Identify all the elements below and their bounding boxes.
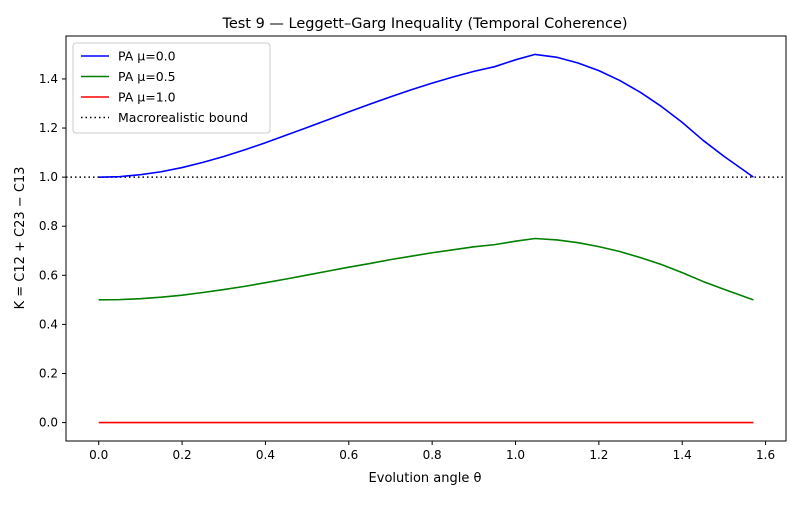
legend-label-1: PA μ=0.5 <box>118 69 176 84</box>
chart-title: Test 9 — Leggett–Garg Inequality (Tempor… <box>221 16 627 32</box>
series-line-1 <box>98 237 754 301</box>
x-tick-label: 0.8 <box>423 448 442 462</box>
x-tick-label: 0.6 <box>339 448 358 462</box>
y-tick-label: 1.2 <box>39 121 58 135</box>
y-tick-label: 0.6 <box>39 268 58 282</box>
y-axis: 0.0 0.2 0.4 0.6 0.8 1.0 1.2 1.4 <box>39 72 66 430</box>
axes-frame <box>65 35 787 442</box>
y-axis-label: K = C12 + C23 − C13 <box>13 167 28 310</box>
x-tick-label: 1.0 <box>506 448 525 462</box>
legend-label-0: PA μ=0.0 <box>118 49 176 64</box>
x-tick-label: 1.2 <box>589 448 608 462</box>
x-tick-label: 0.0 <box>89 448 108 462</box>
x-tick-label: 1.4 <box>673 448 692 462</box>
plot-area <box>66 53 786 424</box>
legend-box <box>72 42 271 134</box>
y-tick-label: 0.2 <box>39 367 58 381</box>
x-tick-label: 0.2 <box>173 448 192 462</box>
y-tick-label: 1.0 <box>39 170 58 184</box>
legend: PA μ=0.0 PA μ=0.5 PA μ=1.0 Macrorealistic b… <box>72 42 271 134</box>
x-tick-label: 1.6 <box>756 448 775 462</box>
legend-label-3: Macrorealistic bound <box>118 110 248 125</box>
x-tick-label: 0.4 <box>256 448 275 462</box>
legend-label-2: PA μ=1.0 <box>118 90 176 105</box>
y-tick-label: 0.0 <box>39 416 58 430</box>
series-line-0 <box>98 53 754 178</box>
y-tick-label: 0.8 <box>39 219 58 233</box>
y-tick-label: 1.4 <box>39 72 58 86</box>
x-axis: 0.0 0.2 0.4 0.6 0.8 1.0 1.2 1.4 1.6 <box>89 441 775 462</box>
x-axis-label: Evolution angle θ <box>369 471 482 486</box>
y-tick-label: 0.4 <box>39 317 58 331</box>
